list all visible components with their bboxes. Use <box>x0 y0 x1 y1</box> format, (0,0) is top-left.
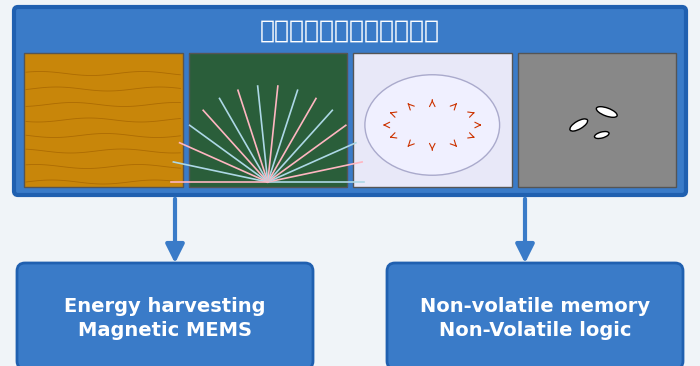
FancyBboxPatch shape <box>14 7 686 195</box>
FancyBboxPatch shape <box>353 53 512 187</box>
Ellipse shape <box>594 131 609 138</box>
Text: Energy harvesting: Energy harvesting <box>64 296 266 315</box>
Ellipse shape <box>365 75 500 175</box>
Text: Magnetic MEMS: Magnetic MEMS <box>78 321 252 340</box>
FancyBboxPatch shape <box>387 263 683 366</box>
Text: Non-Volatile logic: Non-Volatile logic <box>439 321 631 340</box>
FancyBboxPatch shape <box>517 53 676 187</box>
Text: ナノ構造磁性体の磁区構造: ナノ構造磁性体の磁区構造 <box>260 19 440 43</box>
FancyBboxPatch shape <box>24 53 183 187</box>
Text: Non-volatile memory: Non-volatile memory <box>420 296 650 315</box>
Ellipse shape <box>570 119 587 131</box>
FancyBboxPatch shape <box>17 263 313 366</box>
FancyBboxPatch shape <box>188 53 347 187</box>
Ellipse shape <box>596 107 617 117</box>
